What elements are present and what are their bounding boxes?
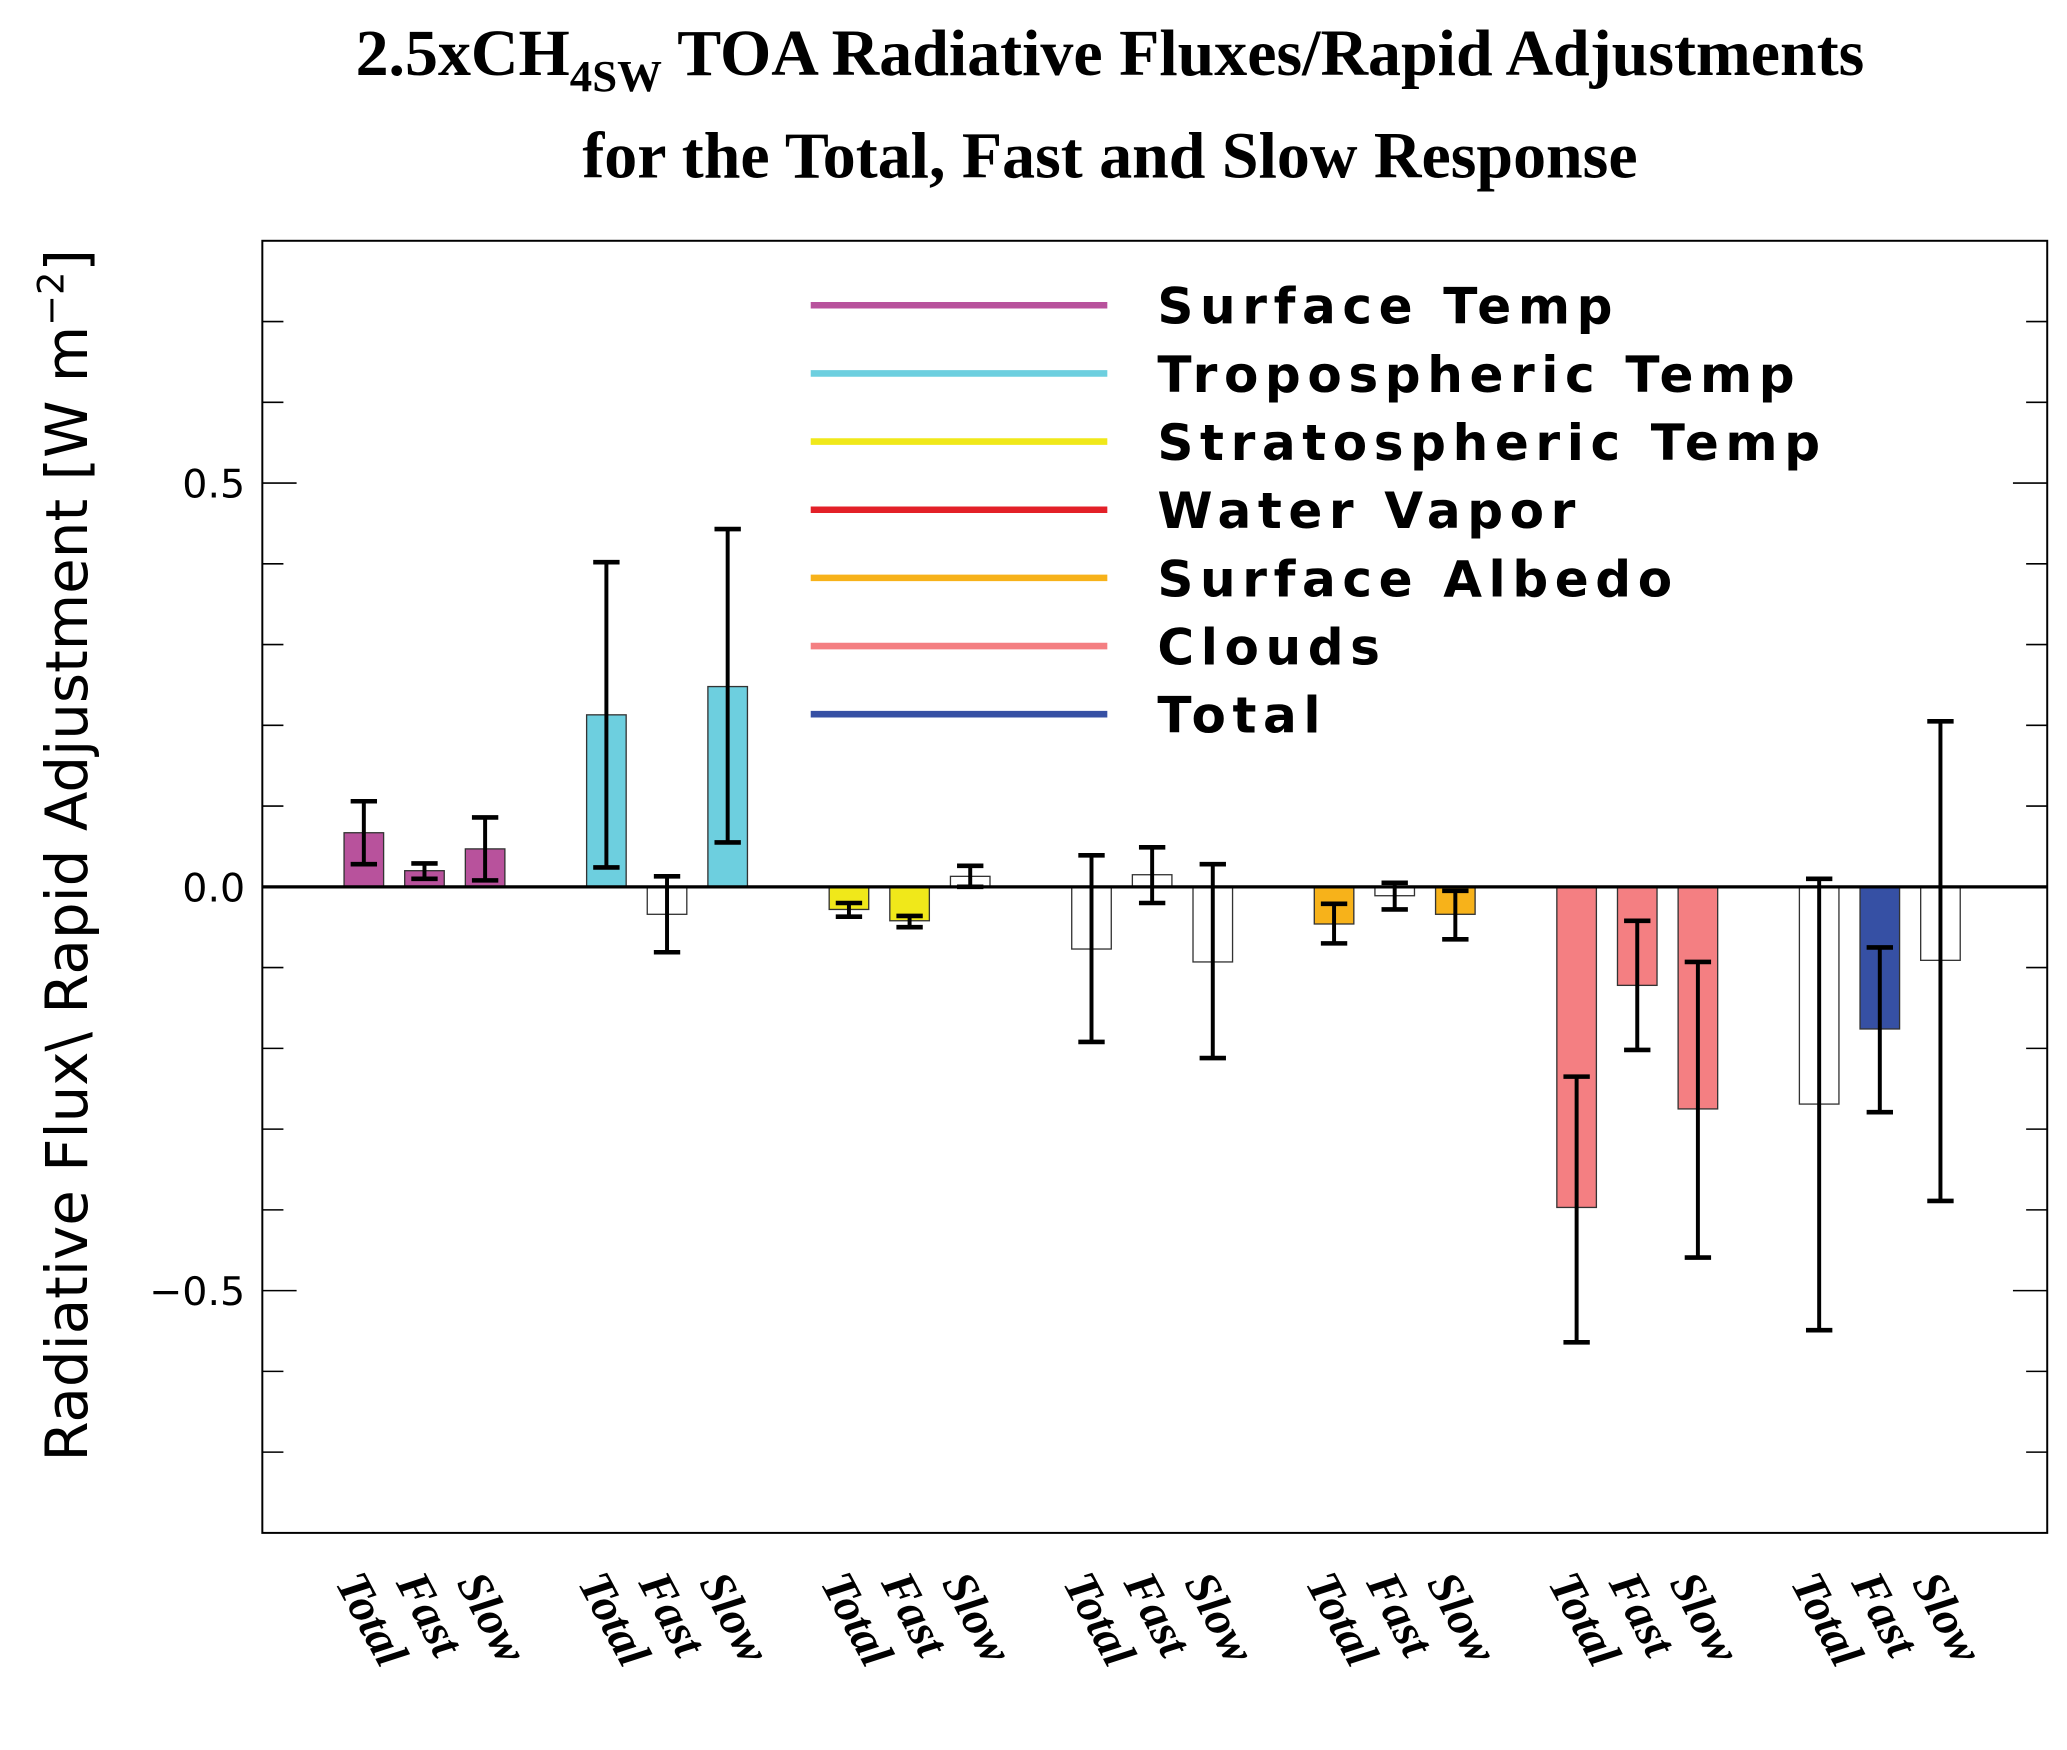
legend-label: Water Vapor <box>1157 482 1582 540</box>
chart-title-line2: for the Total, Fast and Slow Response <box>582 120 1637 193</box>
legend-label: Stratospheric Temp <box>1157 414 1826 472</box>
legend-label: Surface Albedo <box>1157 550 1678 608</box>
legend-label: Total <box>1157 687 1327 745</box>
legend-label: Surface Temp <box>1157 278 1619 336</box>
y-axis-label: Radiative Flux\ Rapid Adjustment [W m−2] <box>29 249 101 1462</box>
chart-title-line1: 2.5xCH4SW TOA Radiative Fluxes/Rapid Adj… <box>356 17 1865 101</box>
legend-label: Clouds <box>1157 619 1386 677</box>
y-tick-label: 0.0 <box>182 865 245 911</box>
y-tick-label: 0.5 <box>182 462 245 508</box>
legend-label: Tropospheric Temp <box>1157 346 1801 404</box>
y-tick-label: −0.5 <box>149 1269 245 1315</box>
